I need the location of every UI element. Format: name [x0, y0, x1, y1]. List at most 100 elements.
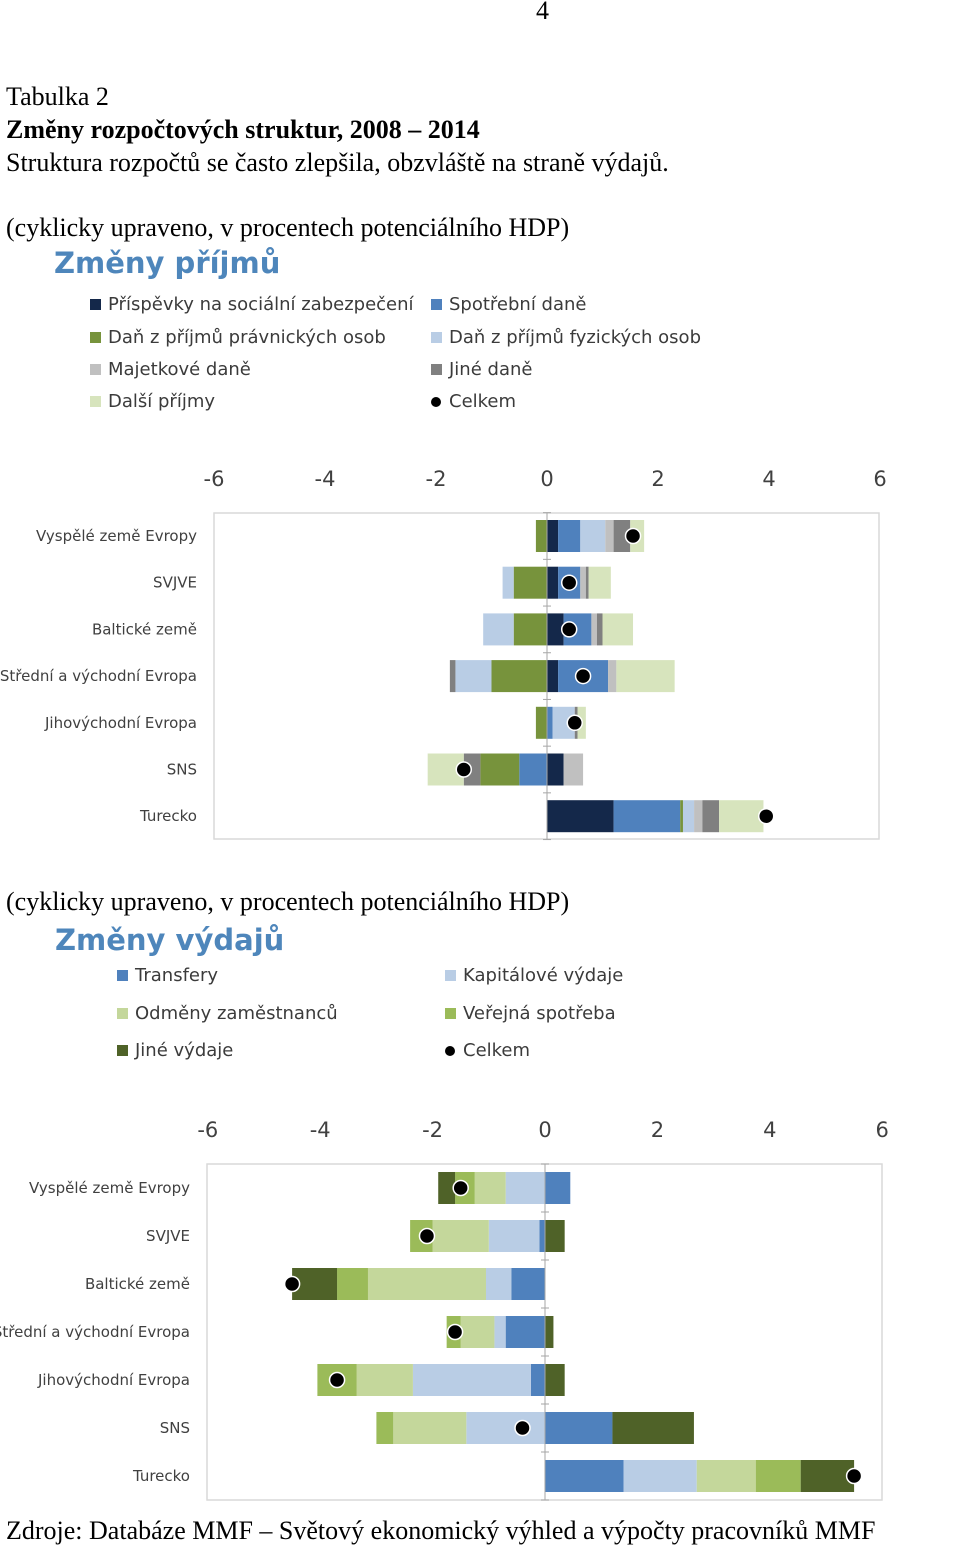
table-title: Změny rozpočtových struktur, 2008 – 2014 — [6, 115, 480, 144]
legend-swatch — [431, 299, 442, 310]
income-bar-segment — [616, 660, 675, 693]
expenditure-bar-segment — [545, 1460, 624, 1492]
legend-swatch — [90, 299, 101, 310]
income-bar-segment — [694, 800, 703, 833]
table-label: Tabulka 2 — [6, 82, 109, 111]
legend-label: Celkem — [463, 1040, 531, 1061]
income-legend-item: Jiné daně — [431, 359, 532, 380]
expenditure-legend-item: Transfery — [117, 965, 218, 986]
income-bar-segment — [588, 566, 611, 599]
income-total-marker — [455, 761, 472, 778]
income-bar-segment — [547, 706, 553, 739]
expenditure-bar-segment — [530, 1364, 545, 1396]
income-legend-item: Příspěvky na sociální zabezpečení — [90, 294, 414, 315]
income-bar-segment — [547, 566, 559, 599]
expenditure-bar-segment — [438, 1172, 456, 1204]
income-bar-segment — [613, 800, 681, 833]
income-bar-segment — [682, 800, 695, 833]
income-bar-segment — [580, 566, 586, 599]
income-bar-segment — [608, 660, 617, 693]
income-category-label: SNS — [167, 761, 197, 779]
income-total-marker — [566, 714, 583, 732]
legend-swatch — [117, 1045, 128, 1056]
income-x-tick-label: 2 — [651, 467, 664, 491]
expenditure-bar-segment — [367, 1268, 486, 1300]
legend-swatch — [431, 364, 442, 375]
legend-swatch — [445, 1008, 456, 1019]
income-x-tick-label: 6 — [873, 467, 886, 491]
income-bar-segment — [613, 520, 631, 552]
income-bar-segment — [513, 613, 547, 646]
expenditure-category-label: Vyspělé země Evropy — [29, 1179, 190, 1197]
expenditure-bar-segment — [488, 1220, 540, 1252]
expenditure-category-label: SVJVE — [146, 1227, 190, 1245]
expenditure-x-tick-label: -2 — [422, 1118, 443, 1142]
expenditure-x-tick-label: 2 — [651, 1118, 664, 1142]
expenditure-bar-segment — [474, 1172, 506, 1204]
legend-label: Kapitálové výdaje — [463, 965, 624, 986]
income-legend-item: Daň z příjmů fyzických osob — [431, 327, 701, 348]
expenditure-unit-note: (cyklicky upraveno, v procentech potenci… — [6, 887, 570, 916]
income-bar-segment — [535, 706, 547, 739]
income-bar-segment — [585, 566, 589, 599]
income-bar-segment — [535, 520, 547, 552]
expenditure-total-marker — [418, 1227, 436, 1245]
expenditure-total-marker — [283, 1275, 301, 1293]
expenditure-bar-segment — [800, 1460, 855, 1492]
income-category-label: Vyspělé země Evropy — [36, 527, 197, 545]
legend-dot — [431, 396, 441, 407]
legend-label: Spotřební daně — [449, 294, 587, 315]
expenditure-x-tick-label: 6 — [876, 1118, 889, 1142]
expenditure-bar-segment — [545, 1316, 554, 1348]
expenditure-bar-segment — [505, 1172, 545, 1204]
legend-label: Jiné daně — [449, 359, 533, 380]
expenditure-bar-segment — [511, 1268, 545, 1300]
expenditure-bar-segment — [485, 1268, 512, 1300]
legend-swatch — [117, 970, 128, 981]
income-bar-segment — [519, 753, 547, 786]
income-x-tick-label: -4 — [315, 467, 336, 491]
expenditure-bar-segment — [612, 1412, 694, 1444]
expenditure-bar-segment — [545, 1220, 565, 1252]
source-note: Zdroje: Databáze MMF – Světový ekonomick… — [6, 1516, 876, 1545]
expenditure-x-tick-label: -4 — [310, 1118, 331, 1142]
expenditure-category-label: Střední a východní Evropa — [0, 1323, 190, 1341]
income-total-marker — [624, 527, 642, 545]
income-category-label: Jihovýchodní Evropa — [44, 714, 197, 732]
expenditure-bar-segment — [393, 1412, 467, 1444]
legend-label: Celkem — [449, 391, 517, 412]
expenditure-category-label: Turecko — [132, 1467, 190, 1485]
income-bar-segment — [547, 613, 564, 646]
income-bar-segment — [591, 613, 597, 646]
income-bar-segment — [580, 520, 606, 552]
income-bar-segment — [596, 613, 603, 646]
income-bar-segment — [605, 520, 614, 552]
expenditure-total-marker — [845, 1467, 863, 1485]
income-category-label: SVJVE — [153, 574, 197, 592]
income-bar-segment — [547, 520, 559, 552]
legend-swatch — [431, 332, 442, 343]
expenditure-bar-segment — [412, 1364, 531, 1396]
income-total-marker — [574, 667, 592, 685]
income-total-marker — [560, 574, 578, 591]
legend-label: Odměny zaměstnanců — [135, 1003, 338, 1024]
income-bar-segment — [602, 613, 634, 646]
expenditure-bar-segment — [623, 1460, 697, 1492]
expenditure-chart-title: Změny výdajů — [55, 923, 285, 957]
expenditure-legend-item: Odměny zaměstnanců — [117, 1003, 338, 1024]
expenditure-category-label: SNS — [160, 1419, 190, 1437]
income-bar-segment — [455, 660, 492, 693]
income-bar-segment — [547, 660, 559, 693]
income-bar-segment — [491, 660, 547, 693]
expenditure-legend-item: Jiné výdaje — [117, 1040, 233, 1061]
income-bar-segment — [547, 753, 564, 786]
legend-label: Veřejná spotřeba — [463, 1003, 616, 1024]
legend-label: Majetkové daně — [108, 359, 251, 380]
income-bar-segment — [719, 800, 764, 833]
legend-swatch — [117, 1008, 128, 1019]
income-x-tick-label: -6 — [204, 467, 225, 491]
income-legend-item: Další příjmy — [90, 391, 215, 412]
expenditure-total-marker — [328, 1371, 346, 1389]
expenditure-x-tick-label: -6 — [197, 1118, 218, 1142]
